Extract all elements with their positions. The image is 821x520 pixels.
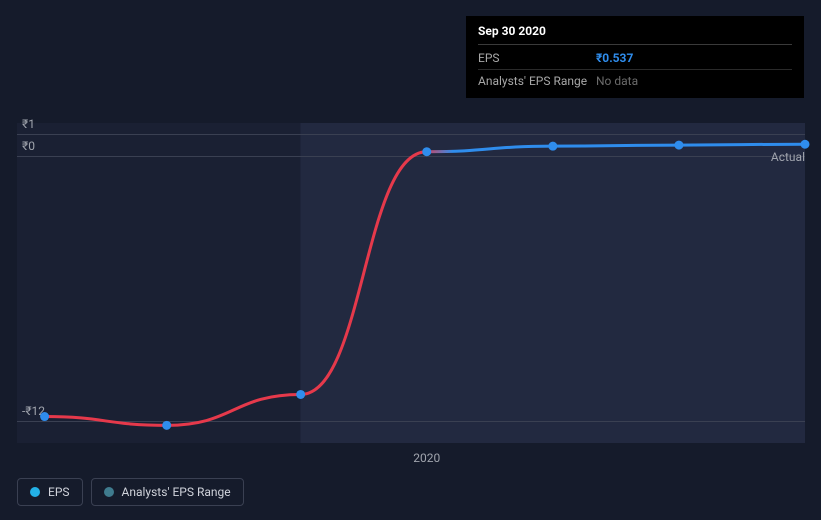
eps-chart: ₹1₹0-₹12 Actual 2020 Sep 30 2020 EPS₹0.5… — [0, 0, 821, 520]
legend-label: EPS — [48, 485, 70, 499]
tooltip-date: Sep 30 2020 — [478, 24, 792, 45]
tooltip-row: Analysts' EPS RangeNo data — [478, 69, 792, 90]
data-point[interactable] — [801, 140, 810, 149]
data-point[interactable] — [674, 141, 683, 150]
data-point[interactable] — [548, 142, 557, 151]
data-point[interactable] — [162, 421, 171, 430]
legend-label: Analysts' EPS Range — [122, 485, 231, 499]
chart-legend: EPS Analysts' EPS Range — [17, 478, 244, 506]
legend-marker-icon — [30, 487, 40, 497]
actual-region-label: Actual — [771, 150, 805, 164]
legend-item[interactable]: EPS — [17, 478, 83, 506]
data-point[interactable] — [296, 390, 305, 399]
x-axis-label: 2020 — [413, 451, 440, 465]
tooltip-row-label: Analysts' EPS Range — [478, 74, 596, 88]
legend-item[interactable]: Analysts' EPS Range — [91, 478, 244, 506]
tooltip-row-label: EPS — [478, 51, 596, 65]
data-point[interactable] — [40, 412, 49, 421]
eps-line — [45, 144, 805, 425]
tooltip-row-value: No data — [596, 74, 792, 88]
tooltip-row: EPS₹0.537 — [478, 49, 792, 67]
data-point[interactable] — [422, 147, 431, 156]
legend-marker-icon — [104, 487, 114, 497]
tooltip-row-value: ₹0.537 — [596, 51, 792, 65]
hover-tooltip: Sep 30 2020 EPS₹0.537Analysts' EPS Range… — [466, 16, 804, 98]
